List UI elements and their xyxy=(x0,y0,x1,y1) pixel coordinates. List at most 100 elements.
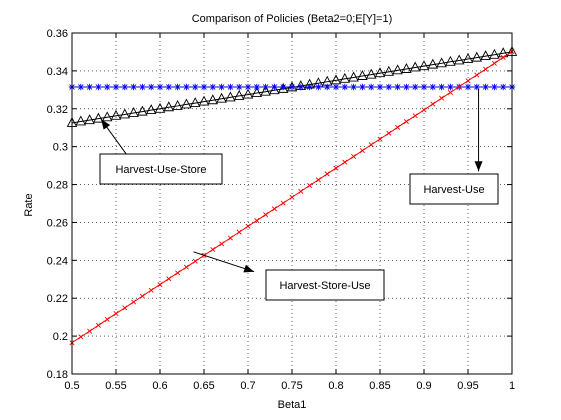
data-point xyxy=(374,67,386,78)
data-point xyxy=(427,58,439,69)
x-tick-label: 0.55 xyxy=(105,380,126,392)
data-point xyxy=(260,85,271,96)
x-tick-label: 0.6 xyxy=(152,380,167,392)
data-point xyxy=(368,83,375,91)
data-point xyxy=(342,159,348,165)
data-point xyxy=(113,311,119,317)
annotation-box xyxy=(265,269,385,301)
annotation-arrowhead xyxy=(101,119,111,130)
data-point xyxy=(200,83,208,91)
data-point xyxy=(77,83,84,91)
data-point xyxy=(395,124,401,130)
data-point xyxy=(172,99,183,110)
data-point xyxy=(227,83,234,91)
data-point xyxy=(271,206,277,212)
data-point xyxy=(189,97,201,108)
data-point xyxy=(333,165,339,171)
data-point xyxy=(365,68,377,79)
data-point xyxy=(198,95,210,106)
data-point xyxy=(139,293,145,299)
y-tick-label: 0.28 xyxy=(47,180,68,192)
data-point xyxy=(420,83,428,91)
data-point xyxy=(471,51,483,62)
annotation-label: Harvest-Store-Use xyxy=(279,280,370,292)
data-point xyxy=(86,83,93,91)
data-point xyxy=(500,54,506,60)
data-point xyxy=(254,218,260,224)
data-point xyxy=(377,136,383,142)
data-point xyxy=(131,299,137,305)
data-point xyxy=(192,258,198,264)
data-point xyxy=(497,47,509,58)
data-point xyxy=(401,63,412,73)
y-tick-label: 0.36 xyxy=(47,28,68,40)
data-point xyxy=(263,212,269,218)
data-point xyxy=(192,83,199,91)
data-point xyxy=(403,118,409,124)
data-point xyxy=(277,82,289,93)
data-point xyxy=(462,52,474,63)
data-point xyxy=(351,153,357,160)
data-point xyxy=(121,83,128,91)
annotation-box xyxy=(409,173,499,205)
data-point xyxy=(245,223,251,229)
data-point xyxy=(87,328,93,334)
data-point xyxy=(165,83,172,91)
x-axis-label: Beta1 xyxy=(278,399,307,411)
data-point xyxy=(104,83,111,91)
annotation-group: Harvest-Use-Store Harvest-Use Harvest-Stor… xyxy=(99,88,499,301)
x-tick-label: 0.9 xyxy=(416,380,431,392)
data-point xyxy=(181,98,192,109)
data-point xyxy=(119,108,131,119)
chart-title: Comparison of Policies (Beta2=0;E[Y]=1) xyxy=(192,13,393,25)
data-point xyxy=(332,83,340,91)
data-point xyxy=(271,83,278,91)
data-point xyxy=(350,83,357,91)
y-tick-label: 0.22 xyxy=(47,293,68,305)
data-point xyxy=(219,241,225,247)
data-point xyxy=(480,50,491,61)
data-point xyxy=(139,83,146,91)
data-point xyxy=(453,54,465,65)
data-point xyxy=(439,95,445,101)
data-point xyxy=(456,84,462,90)
data-point xyxy=(163,101,175,112)
y-tick-label: 0.18 xyxy=(47,369,68,381)
data-point xyxy=(145,104,157,115)
data-point xyxy=(157,282,163,288)
x-tick-label: 1 xyxy=(509,380,515,392)
data-point xyxy=(430,101,436,107)
x-tick-label: 0.8 xyxy=(328,380,343,392)
data-point xyxy=(175,270,181,276)
data-point xyxy=(339,72,351,83)
data-point xyxy=(236,83,243,91)
data-point xyxy=(474,72,480,78)
data-point xyxy=(130,83,137,91)
annotation: Harvest-Store-Use xyxy=(193,251,385,301)
data-point xyxy=(324,83,331,91)
data-point xyxy=(93,112,104,123)
data-point xyxy=(166,276,172,282)
data-point xyxy=(491,83,498,91)
y-tick-label: 0.32 xyxy=(47,104,68,116)
annotation-label: Harvest-Use-Store xyxy=(115,164,206,176)
data-point xyxy=(110,109,122,120)
data-point xyxy=(392,64,403,75)
data-point xyxy=(225,91,236,102)
data-point xyxy=(315,83,322,91)
x-tick-label: 0.65 xyxy=(193,380,214,392)
data-point xyxy=(386,130,392,136)
data-point xyxy=(216,92,227,103)
data-point xyxy=(75,115,87,126)
data-point xyxy=(436,57,447,68)
data-point xyxy=(78,334,84,340)
data-point xyxy=(500,83,507,91)
data-point xyxy=(210,247,216,253)
data-point xyxy=(491,60,497,66)
data-point xyxy=(341,83,348,91)
x-tick-label: 0.85 xyxy=(369,380,390,392)
data-point xyxy=(482,83,489,91)
annotation-box xyxy=(99,153,223,185)
y-axis-label: Rate xyxy=(23,193,35,216)
data-point xyxy=(357,70,368,80)
